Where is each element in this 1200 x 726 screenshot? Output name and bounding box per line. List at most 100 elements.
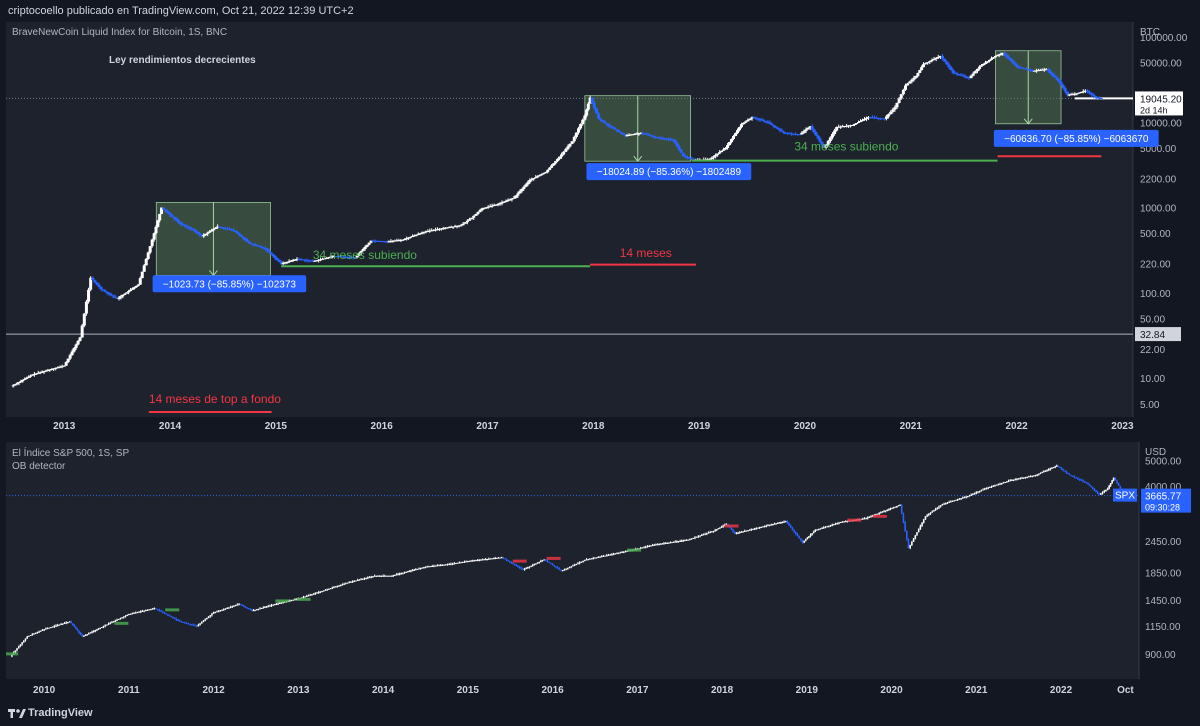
spx-candle	[1077, 478, 1079, 480]
btc-candle	[441, 228, 445, 230]
spx-candle	[676, 541, 678, 543]
btc-candle	[645, 134, 649, 136]
spx-candle	[468, 560, 471, 562]
spx-candle	[752, 528, 754, 530]
btc-candle	[897, 98, 901, 103]
spx-candle	[558, 568, 561, 570]
spx-candle	[760, 526, 763, 528]
btc-candle	[1079, 91, 1083, 93]
btc-candle	[991, 57, 995, 59]
btc-candle	[921, 64, 925, 68]
btc-candle	[1067, 94, 1071, 96]
spx-candle	[252, 610, 255, 612]
spx-candle	[403, 572, 406, 574]
spx-candle	[353, 580, 356, 582]
spx-candle	[375, 575, 378, 577]
spx-candle	[402, 572, 404, 574]
btc-candle	[908, 81, 912, 84]
btc-candle	[340, 256, 344, 258]
measure-arrow-head	[1023, 118, 1033, 125]
spx-candle	[891, 507, 893, 509]
btc-candle	[690, 158, 694, 160]
spx-candle	[446, 564, 449, 566]
btc-candle	[1021, 67, 1025, 69]
spx-candle	[512, 563, 514, 565]
btc-candle	[1001, 52, 1005, 54]
spx-candle	[460, 562, 462, 564]
spx-candle	[722, 525, 724, 527]
btc-candle	[134, 285, 138, 288]
footer-bar	[0, 700, 1200, 726]
spx-candle	[426, 566, 428, 568]
spx-candle	[1041, 472, 1043, 474]
spx-candle	[443, 564, 445, 566]
spx-candle	[331, 587, 334, 589]
btc-candle	[951, 70, 955, 73]
spx-candle	[658, 544, 660, 546]
spx-candle	[822, 527, 825, 529]
btc-candle	[728, 142, 732, 145]
btc-candle	[1032, 70, 1036, 72]
btc-candle	[804, 129, 808, 132]
spx-candle	[911, 541, 913, 545]
spx-candle	[672, 541, 675, 543]
btc-candles	[11, 51, 1103, 388]
spx-candle	[316, 592, 318, 594]
btc-candle	[105, 291, 109, 293]
spx-candle	[311, 594, 313, 596]
btc-candle	[980, 65, 984, 67]
btc-candle	[103, 290, 107, 292]
btc-candle	[1003, 52, 1007, 55]
spx-candle	[808, 536, 810, 538]
trend-label: 14 meses de top a fondo	[149, 392, 281, 406]
spx-candle	[463, 561, 466, 563]
spx-candle	[806, 537, 809, 540]
spx-candle	[160, 610, 162, 612]
spx-candle	[938, 506, 940, 508]
spx-candle	[522, 568, 524, 570]
spx-candle	[397, 574, 399, 576]
spx-chart-pane[interactable]: USD 5000.00 4000.00 2450.00 1850.00 1450.00 11…	[6, 442, 1194, 700]
btc-candle	[465, 220, 469, 223]
btc-candle	[82, 313, 86, 326]
btc-candle	[389, 241, 393, 243]
spx-candle	[382, 575, 384, 577]
btc-candle	[301, 259, 305, 261]
spx-candle	[161, 611, 164, 613]
spx-candle	[919, 525, 922, 530]
spx-candle	[241, 604, 244, 606]
spx-candle	[624, 551, 627, 553]
btc-candle	[943, 58, 947, 62]
spx-candle	[530, 565, 532, 567]
spx-candle	[560, 569, 562, 571]
spx-candle	[800, 538, 802, 541]
btc-chart-pane[interactable]: BTC100000.0050000.0020000.0010000.005000…	[6, 22, 1194, 435]
spx-candle	[685, 539, 688, 541]
tradingview-logo-icon[interactable]	[8, 707, 26, 719]
btc-candle	[214, 227, 218, 229]
spx-candle	[259, 608, 261, 610]
btc-currency-label: BTC	[1140, 27, 1160, 38]
spx-candle	[129, 613, 132, 615]
btc-candle	[218, 226, 222, 228]
btc-candle	[293, 259, 297, 261]
spx-x-tick: 2022	[1050, 685, 1073, 696]
btc-candle	[315, 260, 319, 262]
spx-candle	[1108, 485, 1110, 489]
btc-candle	[957, 74, 961, 76]
btc-candle	[554, 161, 558, 164]
spx-candle	[358, 579, 361, 581]
spx-candle	[368, 577, 371, 579]
btc-last-price: 19045.20	[1140, 94, 1182, 105]
btc-candle	[170, 214, 174, 217]
btc-candle	[297, 258, 301, 260]
btc-candle	[641, 132, 645, 134]
spx-candle	[351, 581, 354, 583]
btc-candle	[601, 120, 605, 122]
btc-chart-svg[interactable]: BTC100000.0050000.0020000.0010000.005000…	[6, 22, 1194, 435]
btc-candle	[385, 241, 389, 243]
spx-candle	[794, 531, 797, 534]
spx-candle	[663, 543, 665, 545]
btc-candle	[239, 235, 243, 237]
